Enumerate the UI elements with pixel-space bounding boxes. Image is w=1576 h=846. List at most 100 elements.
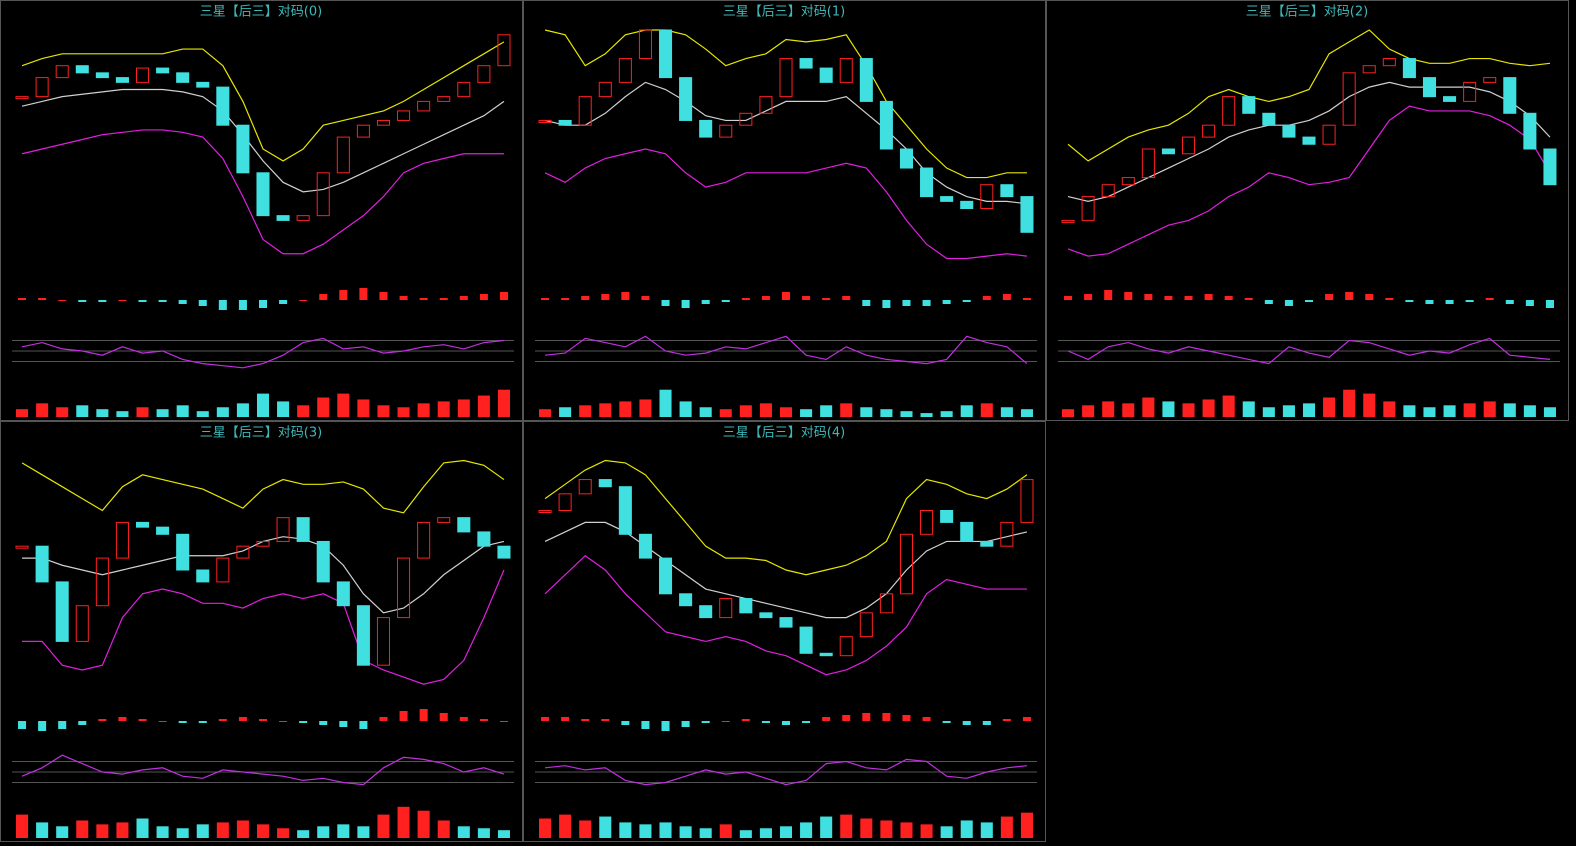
volume-bar [679, 401, 692, 417]
macd-bar [962, 721, 971, 725]
volume-bar [880, 409, 893, 417]
macd-bar [781, 721, 791, 725]
volume-bar [639, 824, 652, 838]
macd-bar [1505, 300, 1514, 304]
candle [397, 557, 411, 619]
macd-bar [601, 294, 610, 300]
macd-bar [1224, 296, 1233, 300]
macd-bar [942, 721, 951, 723]
volume-bar [397, 806, 410, 838]
candle [618, 58, 632, 83]
volume-bar [1062, 409, 1075, 417]
volume-bar [820, 816, 833, 838]
panel-border [523, 421, 1046, 842]
volume-bar [357, 826, 370, 838]
volume-bar [579, 405, 592, 417]
volume-bar [36, 403, 49, 417]
macd-bar [419, 709, 428, 721]
macd-bar [1304, 300, 1314, 302]
candle [95, 557, 109, 607]
volume-bar [539, 409, 552, 417]
candle [658, 557, 673, 595]
candle [316, 172, 330, 217]
volume-bar [377, 814, 390, 838]
candle [457, 81, 471, 98]
macd-bar [218, 300, 227, 310]
candle [176, 533, 190, 571]
macd-bar [561, 298, 570, 300]
candle [196, 569, 210, 583]
candle [859, 58, 873, 102]
candle [75, 65, 89, 74]
volume-bar [860, 818, 873, 838]
macd-bar [399, 296, 408, 300]
candle [739, 112, 753, 126]
volume-bar [256, 824, 270, 838]
macd-bar [862, 300, 871, 306]
macd-bar [1465, 300, 1474, 302]
panel-border [523, 0, 1046, 421]
candle [1382, 58, 1396, 67]
candle [256, 172, 270, 217]
volume-bar [497, 830, 510, 838]
candle [1000, 184, 1014, 198]
volume-bar [699, 407, 712, 417]
candle [156, 67, 170, 74]
macd-bar [178, 721, 187, 723]
macd-bar [1284, 300, 1293, 306]
macd-bar [701, 300, 710, 304]
volume-bar [16, 814, 29, 838]
volume-bar [739, 830, 752, 838]
candle [296, 517, 310, 542]
volume-bar [619, 401, 632, 417]
macd-bar [158, 300, 167, 302]
volume-bar [960, 820, 973, 838]
candle [759, 612, 773, 619]
macd-bar [1002, 294, 1011, 300]
macd-bar [922, 300, 931, 306]
volume-bar [337, 393, 350, 417]
band-upper [1067, 29, 1551, 162]
candle [859, 612, 873, 638]
volume-bar [719, 409, 732, 417]
volume-bar [337, 824, 350, 838]
volume-bar [880, 820, 893, 838]
volume-bar [1202, 399, 1215, 417]
candle [1282, 124, 1296, 138]
volume-bar [1343, 389, 1356, 417]
macd-bar [842, 296, 851, 300]
macd-bar [1264, 300, 1273, 304]
macd-bar [581, 719, 590, 721]
candle [196, 81, 210, 88]
volume-bar [759, 403, 772, 417]
candle [739, 598, 753, 614]
macd-bar [359, 721, 368, 729]
candle [558, 493, 572, 511]
volume-bar [136, 407, 149, 417]
macd-bar [842, 715, 851, 721]
candle [940, 510, 954, 523]
volume-bar [96, 824, 109, 838]
volume-bar [1523, 405, 1536, 417]
candle [276, 215, 290, 221]
macd-bar [58, 300, 67, 301]
kdj-line [544, 758, 1028, 786]
macd-bar [541, 717, 550, 721]
band-upper [544, 29, 1027, 179]
candle [719, 598, 733, 619]
volume-bar [216, 407, 229, 417]
macd-bar [962, 300, 971, 302]
macd-bar [339, 290, 348, 300]
macd-bar [681, 300, 690, 308]
volume-bar [377, 405, 390, 417]
candle [1101, 184, 1115, 198]
panel-border [0, 421, 523, 842]
macd-bar [98, 300, 107, 302]
macd-bar [319, 294, 328, 300]
candle [1362, 65, 1376, 74]
volume-bar [659, 389, 672, 417]
macd-bar [1445, 300, 1454, 304]
kdj-line [21, 754, 505, 786]
macd-bar [399, 711, 408, 721]
macd-bar [822, 298, 831, 300]
